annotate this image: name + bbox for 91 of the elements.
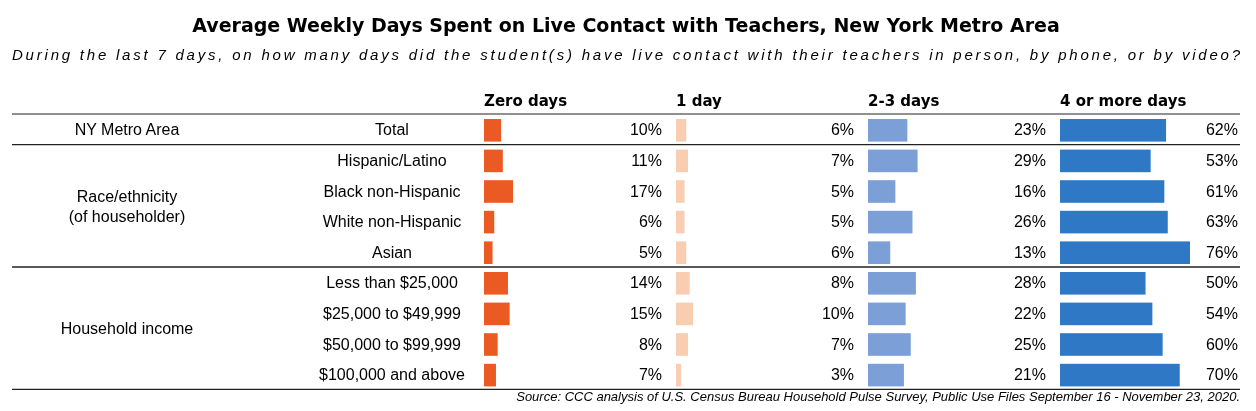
bar [868, 333, 911, 356]
bar [1060, 363, 1180, 387]
data-label: 21% [1013, 366, 1046, 384]
data-label: 76% [1205, 243, 1238, 261]
bar [868, 119, 908, 142]
chart-title: 2-3 days [868, 92, 940, 110]
bar [484, 363, 496, 387]
bar [676, 241, 687, 264]
bar [676, 363, 682, 387]
y-tick-label: Asian [371, 243, 413, 261]
y-tick-label: White non-Hispanic [322, 213, 462, 231]
data-label: 7% [830, 151, 854, 169]
bar [676, 149, 688, 173]
bar [484, 333, 498, 356]
bar [484, 149, 503, 173]
text: Average Weekly Days Spent on Live Contact with Teachers, New York Metro Area [192, 14, 1060, 36]
bar [484, 210, 495, 234]
y-tick-label: $25,000 to $49,999 [323, 304, 462, 322]
data-label: 15% [629, 304, 662, 322]
bar [676, 302, 694, 326]
bar [1060, 272, 1146, 295]
y-tick-label: Less than $25,000 [326, 274, 458, 292]
y-tick-label: Hispanic/Latino [337, 151, 447, 169]
data-label: 3% [830, 366, 854, 384]
bar [676, 119, 687, 142]
bar [676, 180, 685, 203]
bar [676, 333, 688, 356]
data-label: 50% [1205, 274, 1238, 292]
data-label: 61% [1205, 182, 1238, 200]
data-label: 8% [638, 335, 662, 353]
data-label: 53% [1205, 151, 1238, 169]
y-tick-label: Total [375, 121, 409, 139]
data-label: 63% [1205, 213, 1238, 231]
data-label: 13% [1013, 243, 1046, 261]
data-label: 6% [638, 213, 662, 231]
annotation: Source: CCC analysis of U.S. Census Bureau Household Pulse Survey, Public Use Files September 16 - November 23, 2020. [516, 389, 1240, 404]
bar [1060, 210, 1168, 234]
data-label: 60% [1205, 335, 1238, 353]
chart-title: 4 or more days [1060, 92, 1187, 110]
data-label: 22% [1013, 304, 1046, 322]
data-label: 5% [830, 182, 854, 200]
data-label: 6% [830, 121, 854, 139]
text: Household income [60, 320, 194, 338]
y-tick-label: $50,000 to $99,999 [323, 335, 462, 353]
bar [1060, 333, 1163, 356]
text: During the last 7 days, on how many days did the student(s) have live contact with their teachers in person, by phone, or by video? [12, 46, 1241, 63]
bar [868, 272, 916, 295]
bar [1060, 241, 1190, 264]
data-label: 26% [1013, 213, 1046, 231]
data-label: 14% [629, 274, 662, 292]
bar [868, 210, 913, 234]
data-label: 7% [830, 335, 854, 353]
data-label: 16% [1013, 182, 1046, 200]
data-label: 6% [830, 243, 854, 261]
text: NY Metro Area [74, 121, 180, 139]
y-tick-label: Black non-Hispanic [323, 182, 461, 200]
data-label: 5% [638, 243, 662, 261]
bar [484, 119, 502, 142]
text: Race/ethnicity (of householder) [68, 187, 186, 225]
y-tick-label: $100,000 and above [319, 366, 466, 384]
data-label: 10% [629, 121, 662, 139]
bar [484, 302, 510, 326]
bar [676, 272, 690, 295]
data-label: 70% [1205, 366, 1238, 384]
bar [484, 272, 508, 295]
bar [1060, 119, 1167, 142]
bar [484, 241, 493, 264]
data-label: 62% [1205, 121, 1238, 139]
bar [1060, 302, 1153, 326]
bar [676, 210, 685, 234]
bar [484, 180, 514, 203]
bar [868, 302, 906, 326]
data-label: 29% [1013, 151, 1046, 169]
bar [1060, 180, 1165, 203]
chart-title: Zero days [484, 92, 568, 110]
bar [1060, 149, 1151, 173]
data-label: 25% [1013, 335, 1046, 353]
bar [868, 363, 904, 387]
data-label: 7% [638, 366, 662, 384]
data-label: 11% [631, 151, 662, 169]
bar [868, 180, 896, 203]
data-label: 23% [1013, 121, 1046, 139]
bar [868, 241, 891, 264]
data-label: 5% [830, 213, 854, 231]
data-label: 28% [1013, 274, 1046, 292]
data-label: 17% [629, 182, 662, 200]
data-label: 54% [1205, 304, 1238, 322]
bar [868, 149, 918, 173]
data-label: 10% [821, 304, 854, 322]
data-label: 8% [830, 274, 854, 292]
chart-title: 1 day [676, 92, 723, 110]
